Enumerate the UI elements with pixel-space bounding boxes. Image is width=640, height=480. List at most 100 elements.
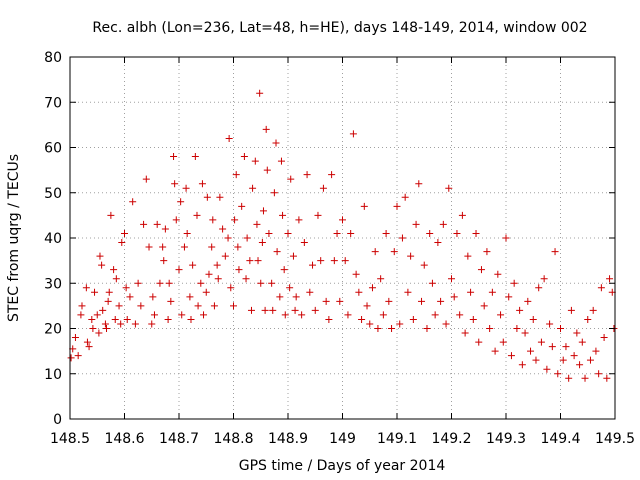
data-point [153,220,161,228]
y-tick-label: 0 [53,412,62,428]
data-point [256,89,264,97]
data-point [276,293,284,301]
data-point [412,220,420,228]
y-tick-label: 30 [44,276,62,292]
data-point [586,356,594,364]
data-point [96,252,104,260]
data-point [167,297,175,305]
data-point [161,225,169,233]
data-point [330,257,338,265]
data-point [67,354,75,362]
data-point [232,171,240,179]
data-point [286,284,294,292]
data-point [499,338,507,346]
data-point [510,279,518,287]
data-point [177,198,185,206]
data-point [243,234,251,242]
data-point [401,193,409,201]
data-point [524,297,532,305]
data-point [99,306,107,314]
data-point [516,306,524,314]
x-tick-label: 149.2 [431,431,471,447]
data-point [295,216,303,224]
data-point [347,229,355,237]
x-tick-label: 148.6 [104,431,144,447]
data-point [74,352,82,360]
data-point [366,320,374,328]
data-point [178,311,186,319]
data-point [467,288,475,296]
data-point [289,252,297,260]
data-point [253,220,261,228]
data-point [325,315,333,323]
data-point [277,157,285,165]
data-point [576,361,584,369]
data-point [292,293,300,301]
data-point [186,293,194,301]
data-point [529,315,537,323]
y-axis-label: STEC from uqrg / TECUs [6,154,22,322]
data-point [71,334,79,342]
data-point [398,234,406,242]
data-point [486,325,494,332]
data-point [298,311,306,319]
data-point [209,216,217,224]
data-point [251,157,259,165]
data-point [497,311,505,319]
data-point [159,243,167,251]
data-point [445,184,453,192]
data-point [134,279,142,287]
data-point [112,275,120,283]
data-point [537,338,545,346]
data-point [219,225,227,233]
data-point [404,288,412,296]
data-point [270,189,278,197]
data-point [83,338,91,346]
data-point [379,311,387,319]
data-point [409,315,417,323]
data-point [382,229,390,237]
data-point [584,315,592,323]
data-point [129,198,137,206]
data-point [235,266,243,274]
data-point [339,216,346,224]
data-point [93,311,101,319]
data-point [317,257,325,265]
data-point [107,211,115,219]
data-point [592,347,600,355]
data-point [160,257,168,265]
data-point [423,325,431,332]
data-point [309,261,317,269]
data-point [281,311,289,319]
data-point [371,248,379,256]
data-point [265,229,273,237]
data-point [532,356,540,364]
y-tick-label: 60 [44,141,62,157]
data-point [148,320,156,328]
data-point [149,293,157,301]
data-point [131,320,139,328]
data-point [393,202,401,210]
data-point [431,311,439,319]
x-tick-label: 149 [329,431,356,447]
data-point [121,229,128,237]
y-tick-label: 40 [44,231,62,247]
data-point [145,243,153,251]
data-points [67,89,618,382]
data-point [360,202,368,210]
data-point [475,338,483,346]
data-point [494,270,502,278]
data-point [171,180,179,188]
data-point [491,347,499,355]
data-point [238,202,246,210]
data-point [210,302,218,310]
x-axis-ticks: 148.5 148.6 148.7 148.8 148.9 149 149.1 149.2 14… [50,57,635,447]
data-point [603,374,611,382]
data-point [82,284,90,292]
data-point [322,297,330,305]
data-point [137,302,145,310]
x-tick-label: 149.1 [377,431,417,447]
data-point [450,293,458,301]
x-axis-label: GPS time / Days of year 2014 [239,458,446,474]
data-point [175,266,183,274]
